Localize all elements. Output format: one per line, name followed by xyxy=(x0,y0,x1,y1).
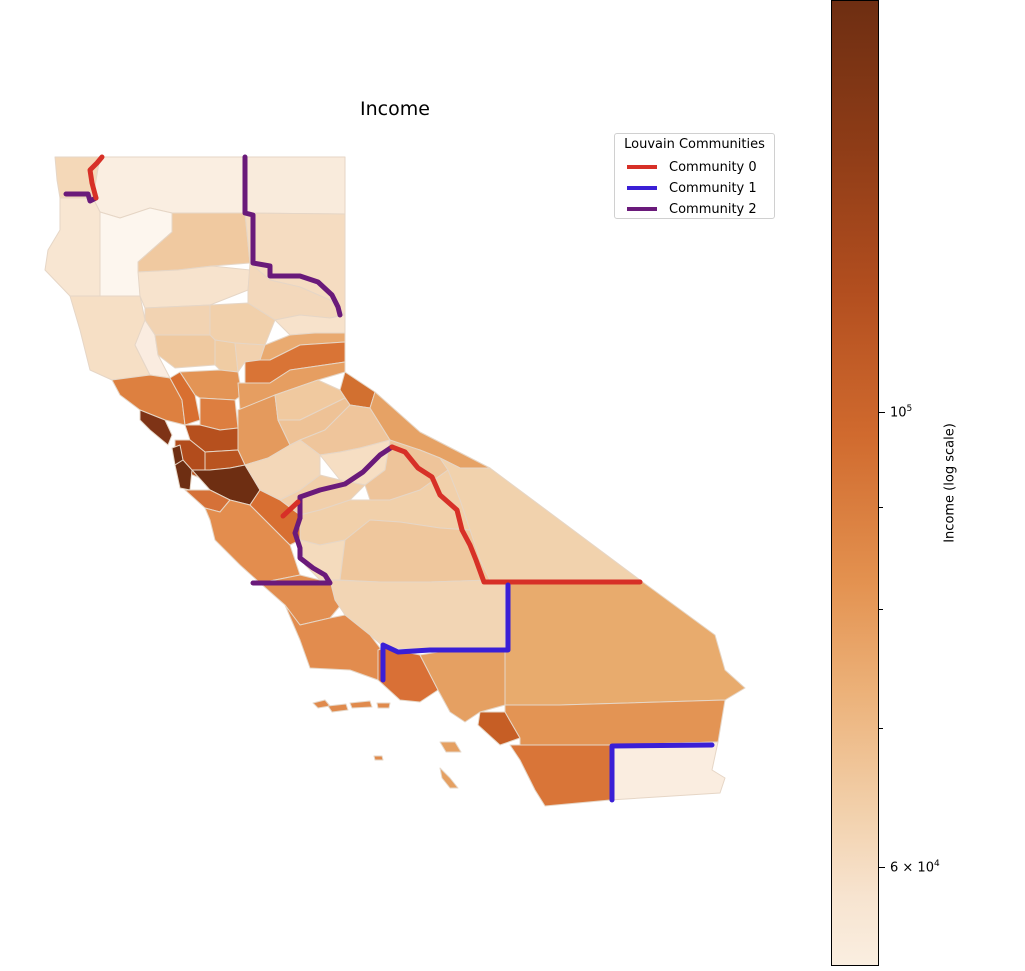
county-marin xyxy=(139,409,173,446)
legend-item-community-2: Community 2 xyxy=(627,200,757,218)
colorbar-label: Income (log scale) xyxy=(942,423,958,543)
community-0-boundary-sw xyxy=(280,499,301,519)
island-4 xyxy=(376,702,391,709)
legend-swatch xyxy=(627,207,657,211)
community-1-boundary-south xyxy=(609,742,715,803)
county-sutter xyxy=(214,339,239,373)
county-tehama xyxy=(137,265,251,309)
legend-swatch xyxy=(627,186,657,190)
county-san-bernardino xyxy=(504,579,746,706)
island-2 xyxy=(327,703,349,713)
county-humboldt xyxy=(44,197,101,297)
colorbar-major-tick xyxy=(879,867,885,868)
colorbar-minor-tick xyxy=(879,609,883,610)
legend-item-community-1: Community 1 xyxy=(627,179,757,197)
colorbar-tick-label-6e4: 6 × 104 xyxy=(890,859,940,876)
county-sierra xyxy=(274,314,346,336)
county-siskiyou xyxy=(92,156,246,219)
island-1 xyxy=(312,699,331,709)
island-7 xyxy=(373,755,384,761)
legend-item-community-0: Community 0 xyxy=(627,158,757,176)
map-title: Income xyxy=(360,98,430,120)
community-boundaries xyxy=(63,154,715,803)
legend-label: Community 2 xyxy=(669,201,757,217)
county-imperial xyxy=(609,741,726,801)
county-glenn xyxy=(144,304,211,336)
island-3 xyxy=(349,700,373,709)
island-6 xyxy=(439,767,459,789)
community-0-boundary-nw xyxy=(87,154,105,201)
legend: Louvain Communities Community 0 Communit… xyxy=(614,133,775,219)
colorbar-minor-tick xyxy=(879,507,883,508)
colorbar-tick-label-1e5: 105 xyxy=(890,404,913,421)
county-yolo xyxy=(179,369,243,401)
community-2-boundary-nw-a xyxy=(63,191,99,204)
community-2-boundary-north xyxy=(242,154,343,318)
legend-label: Community 0 xyxy=(669,159,757,175)
colorbar-major-tick xyxy=(879,412,885,413)
community-2-boundary-central xyxy=(297,444,395,521)
county-san-mateo xyxy=(174,459,193,491)
island-5 xyxy=(439,741,462,753)
county-santa-barbara xyxy=(284,604,381,681)
community-1-boundary-north xyxy=(380,582,511,683)
county-modoc xyxy=(244,156,346,215)
legend-label: Community 1 xyxy=(669,180,757,196)
legend-swatch xyxy=(627,165,657,169)
community-0-boundary-east xyxy=(389,444,643,585)
county-riverside xyxy=(504,699,726,746)
county-polygons xyxy=(44,156,746,807)
colorbar xyxy=(831,0,879,966)
colorbar-minor-tick xyxy=(879,728,883,729)
legend-title: Louvain Communities xyxy=(624,137,765,152)
county-colusa xyxy=(154,334,216,369)
county-san-diego xyxy=(509,744,611,807)
community-2-boundary-south xyxy=(250,515,333,586)
county-sacramento xyxy=(199,397,239,431)
